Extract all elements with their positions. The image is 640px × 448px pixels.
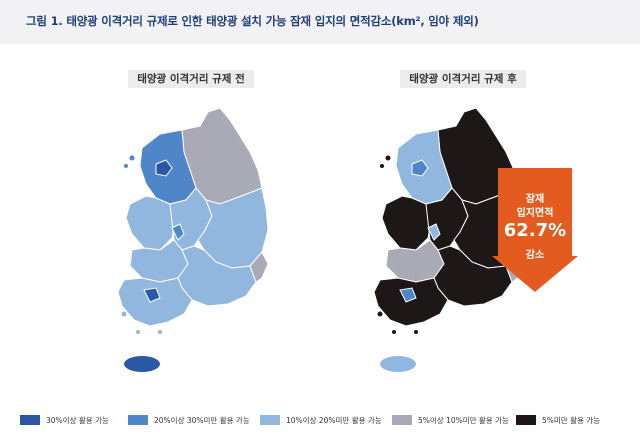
region-jeju	[124, 356, 160, 372]
legend-item: 30%이상 활용 가능	[20, 411, 109, 429]
legend: 30%이상 활용 가능 20%이상 30%미만 활용 가능 10%이상 20%미…	[20, 411, 630, 429]
island	[124, 164, 128, 168]
region-chungnam	[381, 195, 433, 251]
region-gwangju	[143, 287, 161, 303]
legend-swatch	[128, 415, 148, 425]
legend-swatch	[20, 415, 40, 425]
legend-label: 20%이상 30%미만 활용 가능	[154, 415, 250, 425]
island	[385, 155, 391, 161]
island	[380, 164, 384, 168]
region-seoul	[411, 159, 429, 177]
legend-swatch	[260, 415, 280, 425]
legend-item: 20%이상 30%미만 활용 가능	[128, 411, 250, 429]
figure-title: 그림 1. 태양광 이격거리 규제로 인한 태양광 설치 가능 잠재 입지의 면…	[0, 0, 640, 44]
legend-label: 5%이상 10%미만 활용 가능	[418, 415, 509, 425]
legend-label: 10%이상 20%미만 활용 가능	[286, 415, 382, 425]
region-daejeon	[427, 223, 441, 241]
legend-swatch	[516, 415, 536, 425]
island	[392, 330, 396, 334]
legend-item: 5%이상 10%미만 활용 가능	[392, 411, 509, 429]
island	[136, 330, 140, 334]
legend-label: 5%미만 활용 가능	[542, 415, 601, 425]
region-jeonnam	[117, 277, 193, 327]
legend-swatch	[392, 415, 412, 425]
region-chungnam	[125, 195, 177, 251]
region-busan	[249, 251, 269, 283]
island	[414, 330, 418, 334]
arrow-percent: 62.7%	[503, 220, 567, 241]
island	[158, 330, 162, 334]
arrow-line3: 감소	[525, 250, 545, 261]
map-after-label: 태양광 이격거리 규제 후	[400, 70, 526, 88]
map-before-label: 태양광 이격거리 규제 전	[128, 70, 254, 88]
island	[377, 311, 383, 317]
arrow-shape	[492, 168, 578, 292]
map-before	[117, 107, 269, 372]
region-gwangju	[399, 287, 417, 303]
legend-label: 30%이상 활용 가능	[46, 415, 109, 425]
legend-item: 10%이상 20%미만 활용 가능	[260, 411, 382, 429]
island	[129, 155, 135, 161]
island	[121, 311, 127, 317]
region-jeju	[380, 356, 416, 372]
legend-item: 5%미만 활용 가능	[516, 411, 600, 429]
arrow-line1: 잠재	[525, 194, 545, 205]
region-jeonnam	[373, 277, 449, 327]
region-daejeon	[171, 223, 185, 241]
reduction-arrow: 잠재 입지면적 62.7% 감소	[492, 168, 578, 292]
region-seoul	[155, 159, 173, 177]
arrow-line2: 입지면적	[516, 208, 554, 219]
